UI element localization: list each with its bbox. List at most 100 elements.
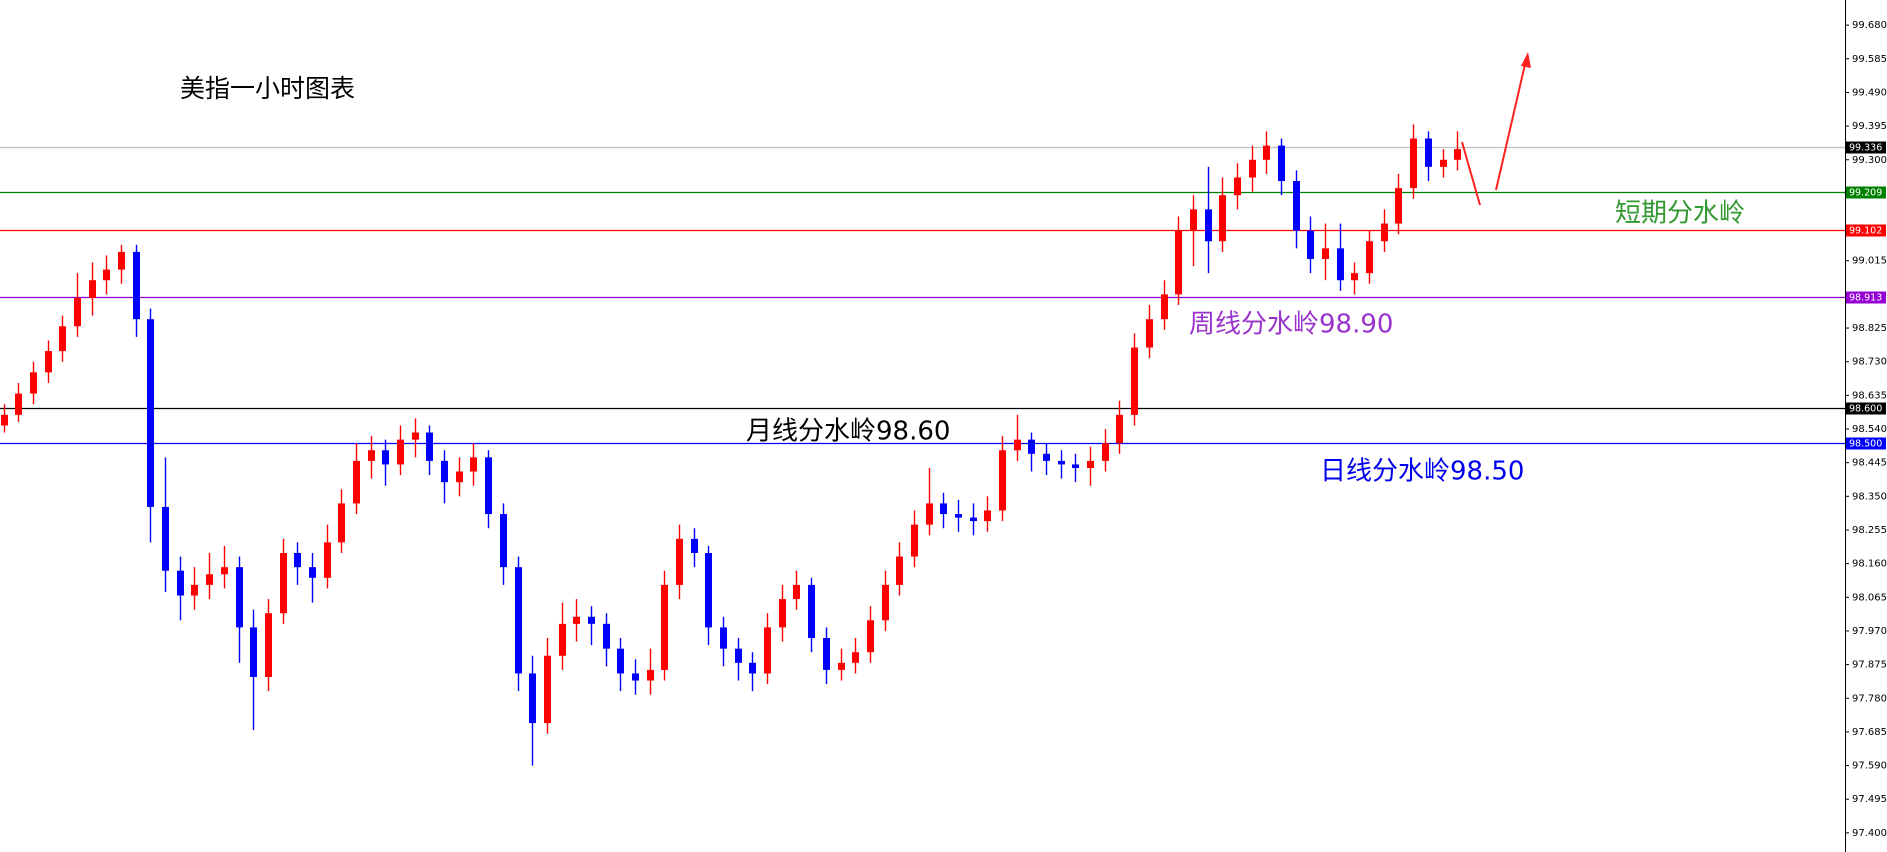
level-tag-label: 98.913 [1849, 293, 1882, 304]
candle-body [500, 514, 507, 568]
y-tick-label: 97.970 [1852, 626, 1887, 637]
y-tick-label: 98.350 [1852, 491, 1887, 502]
y-tick-label: 98.065 [1852, 592, 1887, 603]
candle-body [661, 584, 668, 670]
y-tick-label: 97.875 [1852, 660, 1887, 671]
candle-body [456, 471, 463, 483]
level-tag-label: 98.500 [1849, 439, 1882, 450]
candle-body [1072, 464, 1079, 468]
y-tick-label: 97.590 [1852, 761, 1887, 772]
candle-body [1028, 439, 1035, 454]
y-tick-label: 98.160 [1852, 559, 1887, 570]
candle-body [485, 457, 492, 515]
candle-body [911, 524, 918, 557]
candle-body [118, 251, 125, 270]
annotation: 日线分水岭98.50 [1320, 457, 1524, 487]
candle-body [177, 570, 184, 596]
candle-body [1146, 319, 1153, 348]
y-tick-label: 97.495 [1852, 794, 1887, 805]
candle-body [265, 613, 272, 677]
candle-body [882, 584, 889, 621]
candle-body [103, 269, 110, 281]
candle-body [206, 574, 213, 585]
candle-body [412, 432, 419, 440]
candle-body [779, 599, 786, 628]
candle-body [191, 584, 198, 596]
y-tick-label: 98.730 [1852, 357, 1887, 368]
candle-body [838, 662, 845, 670]
candle-body [999, 450, 1006, 511]
candle-body [632, 673, 639, 681]
arrow-up [1495, 59, 1527, 191]
candle-body [1175, 230, 1182, 295]
candle-body [309, 567, 316, 578]
candle-body [808, 584, 815, 639]
candle-body [1131, 347, 1138, 415]
candle-body [1161, 294, 1168, 320]
candle-body [30, 372, 37, 394]
candle-body [896, 556, 903, 585]
y-tick-label: 97.780 [1852, 693, 1887, 704]
candle-body [515, 567, 522, 674]
candle-body [852, 652, 859, 663]
y-tick-label: 99.680 [1852, 20, 1887, 31]
candle-body [1366, 241, 1373, 274]
y-tick-label: 99.015 [1852, 256, 1887, 267]
candle-body [529, 673, 536, 724]
arrow-down [1461, 141, 1481, 206]
y-tick-label: 98.825 [1852, 323, 1887, 334]
candle-body [1058, 460, 1065, 465]
candle-body [1381, 223, 1388, 242]
candle-body [221, 567, 228, 575]
candle-body [147, 319, 154, 507]
candle-body [735, 648, 742, 663]
level-tag-label: 98.600 [1849, 404, 1882, 415]
candle-body [1014, 439, 1021, 451]
candle-body [1322, 248, 1329, 259]
candle-body [793, 584, 800, 600]
candle-body [45, 351, 52, 373]
level-tag-label: 99.336 [1849, 143, 1882, 154]
candles [1, 124, 1461, 766]
candle-body [720, 627, 727, 649]
candle-body [59, 326, 66, 352]
candle-body [955, 514, 962, 518]
candle-body [397, 439, 404, 465]
candle-body [89, 280, 96, 298]
y-tick-label: 99.300 [1852, 155, 1887, 166]
y-tick-label: 99.395 [1852, 121, 1887, 132]
candle-body [1395, 188, 1402, 224]
candle-body [823, 638, 830, 670]
candle-body [1234, 177, 1241, 196]
level-tag [1846, 141, 1886, 154]
candle-body [1425, 138, 1432, 167]
candle-body [294, 553, 301, 568]
candle-body [940, 503, 947, 515]
candle-body [984, 510, 991, 522]
candle-body [1116, 414, 1123, 444]
level-tag [1846, 402, 1886, 415]
candle-body [1440, 159, 1447, 167]
candle-body [133, 251, 140, 320]
candle-body [1263, 145, 1270, 160]
candle-body [926, 503, 933, 525]
candle-body [573, 616, 580, 624]
candle-body [603, 623, 610, 649]
candle-body [1293, 181, 1300, 231]
candle-body [764, 627, 771, 674]
candle-body [1351, 273, 1358, 281]
y-tick-label: 99.585 [1852, 54, 1887, 65]
candle-body [1454, 149, 1461, 160]
level-tag [1846, 437, 1886, 450]
y-tick-label: 98.255 [1852, 525, 1887, 536]
level-tag [1846, 291, 1886, 304]
y-tick-label: 97.400 [1852, 828, 1887, 839]
candle-body [867, 620, 874, 653]
y-tick-label: 97.685 [1852, 727, 1887, 738]
y-tick-label: 99.490 [1852, 87, 1887, 98]
y-tick-label: 98.540 [1852, 424, 1887, 435]
candle-body [74, 297, 81, 327]
candle-body [691, 538, 698, 554]
candle-body [1190, 209, 1197, 231]
candle-body [970, 517, 977, 522]
